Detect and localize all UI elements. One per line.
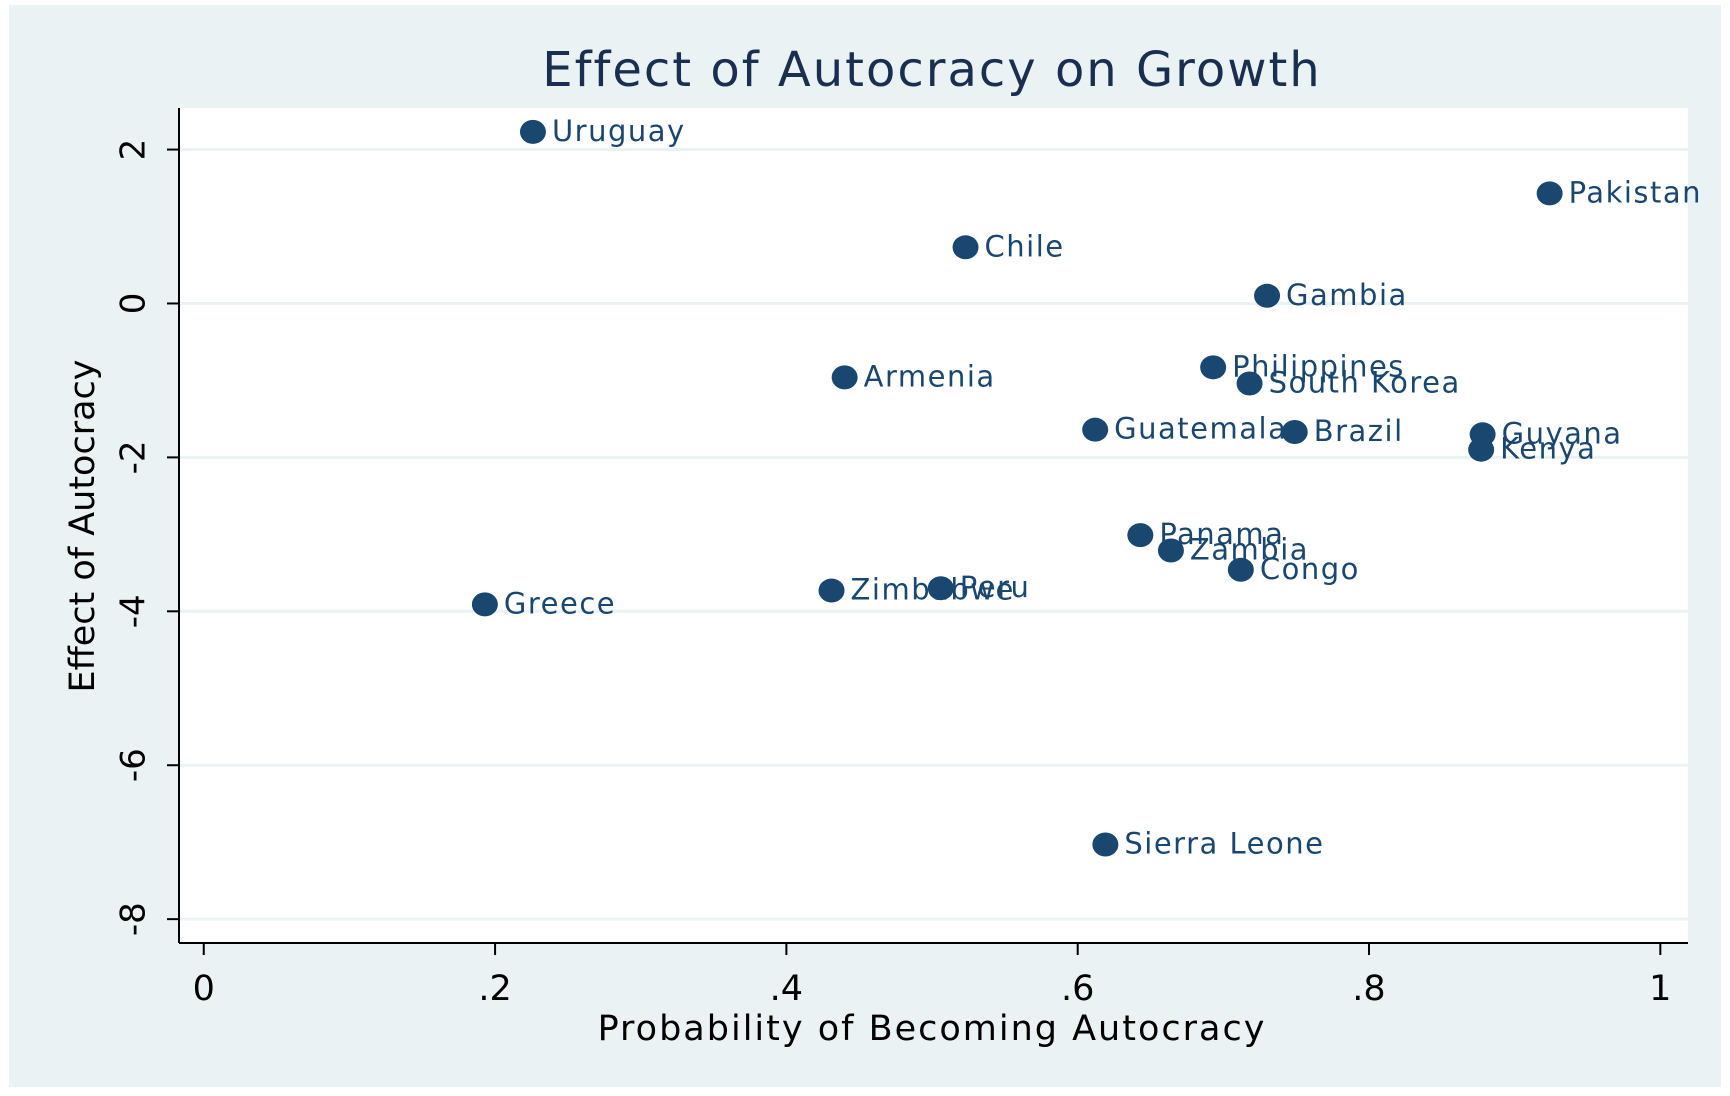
chart-title: Effect of Autocracy on Growth (542, 42, 1321, 98)
point (1254, 283, 1281, 308)
x-axis-label: Probability of Becoming Autocracy (598, 1009, 1267, 1049)
point-label: South Korea (1269, 366, 1461, 400)
point (927, 576, 954, 601)
x-tick-label: .6 (1061, 969, 1094, 1009)
point-label: Pakistan (1569, 175, 1702, 209)
point-label: Guatemala (1114, 412, 1287, 446)
x-tick-label: 1 (1649, 969, 1671, 1009)
point-label: Brazil (1314, 414, 1404, 448)
point-label: Congo (1260, 552, 1360, 586)
y-tick-label: -2 (114, 440, 154, 474)
y-tick-label: 0 (114, 293, 154, 315)
x-tick-label: 0 (193, 969, 215, 1009)
x-tick-label: .8 (1352, 969, 1385, 1009)
point (1082, 417, 1109, 442)
point-label: Uruguay (552, 114, 686, 148)
point-label: Armenia (864, 359, 996, 393)
point (1536, 181, 1563, 206)
point (831, 365, 858, 390)
point (952, 235, 979, 260)
point-label: Kenya (1500, 432, 1596, 466)
point (1227, 557, 1254, 582)
y-tick-label: -4 (114, 594, 154, 628)
x-tick-label: .2 (478, 969, 511, 1009)
point-label: Peru (960, 570, 1031, 604)
point-label: Greece (504, 586, 616, 620)
point-label: Chile (985, 229, 1065, 263)
y-axis-label: Effect of Autocracy (63, 359, 103, 692)
point (1281, 419, 1308, 444)
y-tick-label: -6 (114, 748, 154, 782)
x-tick-label: .4 (770, 969, 803, 1009)
point (1127, 523, 1154, 548)
point (1236, 371, 1263, 396)
y-tick-label: -8 (114, 902, 154, 936)
point (1200, 355, 1227, 380)
plot-area (179, 108, 1688, 943)
point-label: Guyana (1502, 416, 1623, 450)
point-label: Gambia (1286, 278, 1408, 312)
point (471, 592, 498, 617)
point (519, 119, 546, 144)
point (1157, 538, 1184, 563)
point (1468, 437, 1495, 462)
point-label: Sierra Leone (1124, 826, 1324, 860)
point (818, 578, 845, 603)
point (1092, 832, 1119, 857)
y-tick-label: 2 (114, 139, 154, 161)
